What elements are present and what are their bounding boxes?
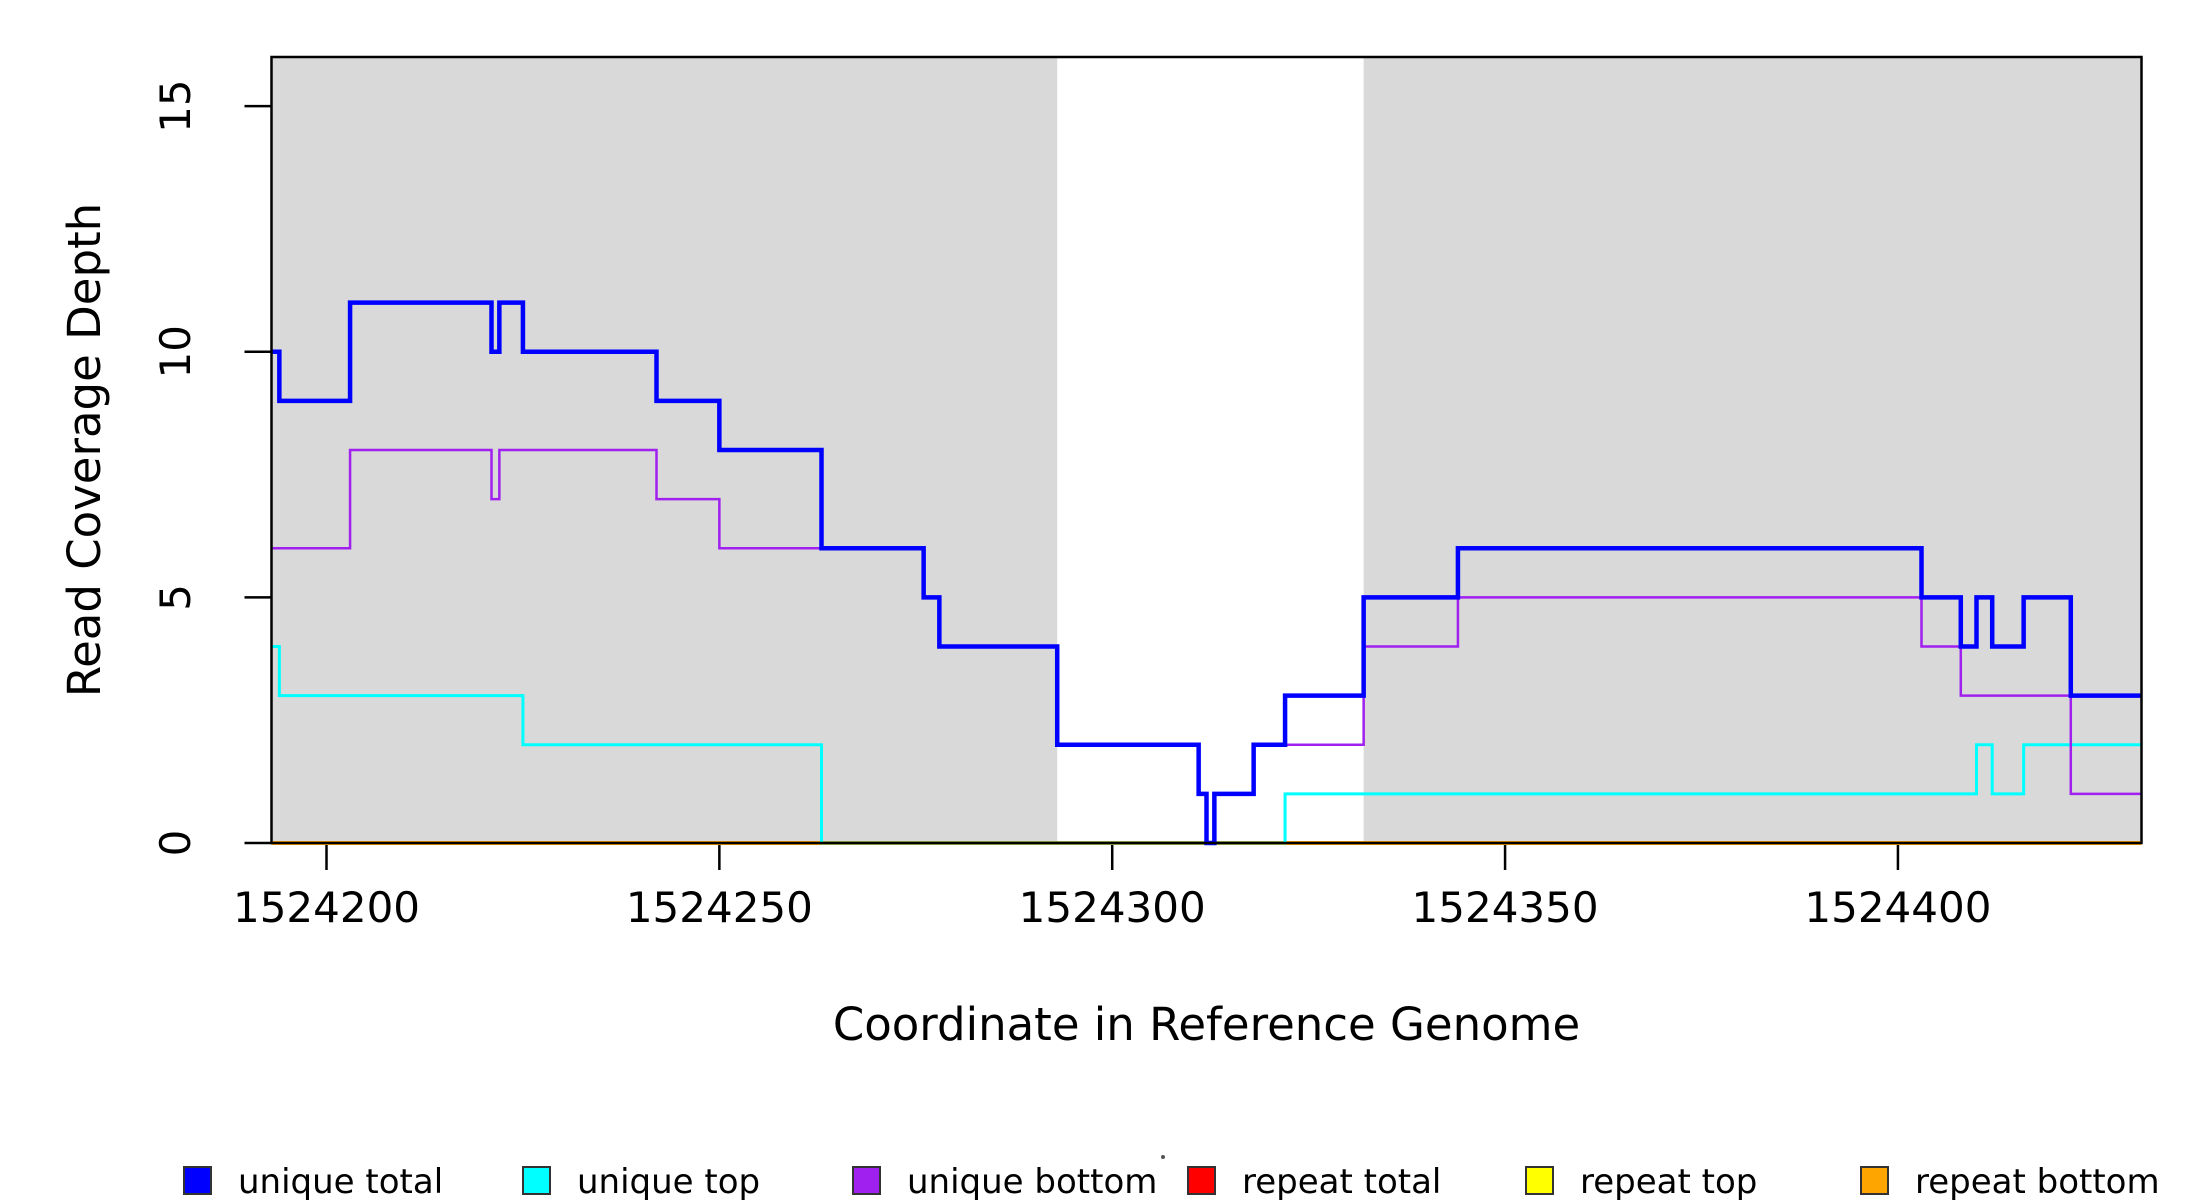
series-unique-top [271,645,2142,845]
x-tick-label: 1524400 [1804,883,1991,932]
legend-swatch-unique-bottom [852,1166,881,1195]
y-tick-label: 0 [151,830,200,857]
x-tick-label: 1524250 [626,883,813,932]
legend-label: repeat bottom [1915,1162,2160,1200]
legend-label: repeat total [1242,1162,1442,1200]
legend-swatch-unique-top [522,1166,551,1195]
plot-border [270,55,2143,845]
x-tick-label: 1524200 [233,883,420,932]
x-axis-title: Coordinate in Reference Genome [833,998,1580,1051]
x-tick-label: 1524300 [1019,883,1206,932]
y-tick-label: 10 [151,325,200,378]
y-tick-label: 5 [151,584,200,611]
x-tick-label: 1524350 [1412,883,1599,932]
legend-swatch-repeat-top [1525,1166,1554,1195]
legend-swatch-repeat-total [1187,1166,1216,1195]
y-axis-title: Read Coverage Depth [58,203,111,697]
legend-label: unique total [238,1162,444,1200]
legend-label: unique top [577,1162,761,1200]
legend-swatch-unique-total [183,1166,212,1195]
legend-label: unique bottom [907,1162,1158,1200]
legend-swatch-repeat-bottom [1860,1166,1889,1195]
y-tick-label: 15 [151,79,200,132]
stray-mark [1161,1155,1165,1159]
series-unique-total [271,300,2142,846]
legend-label: repeat top [1580,1162,1758,1200]
shaded-region-1 [1363,57,2142,843]
legend: unique total unique top unique bottom re… [0,1162,2200,1200]
